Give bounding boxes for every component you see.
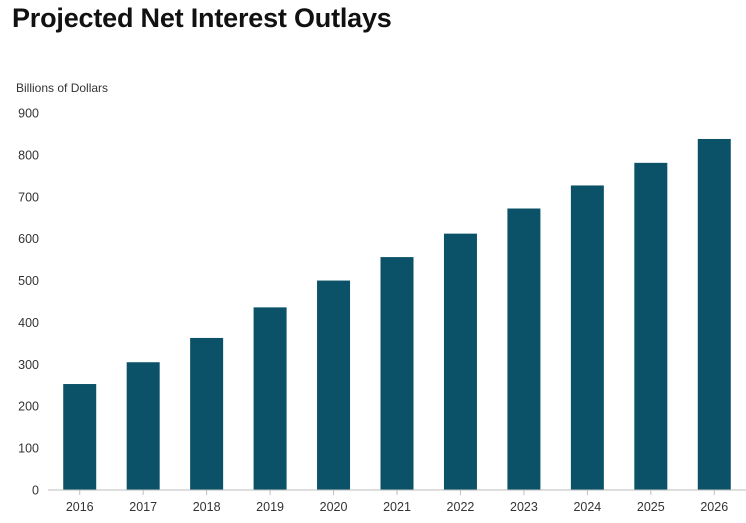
- bar-2016: [63, 384, 97, 490]
- y-tick-label: 400: [18, 316, 39, 330]
- y-tick-label: 800: [18, 148, 39, 162]
- x-tick-label: 2021: [383, 500, 411, 514]
- y-tick-label: 100: [18, 442, 39, 456]
- bar-2022: [443, 233, 477, 490]
- y-tick-label: 600: [18, 232, 39, 246]
- bar-2024: [570, 185, 604, 490]
- x-axis: 2016 2017 2018 2019 2020 2021 2022 2023 2024 2025…: [66, 490, 728, 514]
- bar-2017: [126, 362, 160, 490]
- x-tick-label: 2024: [573, 500, 601, 514]
- x-tick-label: 2017: [129, 500, 157, 514]
- bars: [63, 138, 731, 491]
- x-tick-label: 2018: [193, 500, 221, 514]
- bar-2018: [190, 337, 224, 490]
- y-tick-label: 900: [18, 107, 39, 121]
- x-tick-label: 2025: [637, 500, 665, 514]
- x-tick-label: 2016: [66, 500, 94, 514]
- bar-2025: [634, 162, 668, 490]
- bar-2021: [380, 257, 414, 490]
- y-tick-label: 0: [32, 484, 39, 498]
- y-axis-label: Billions of Dollars: [16, 81, 108, 95]
- x-tick-label: 2019: [256, 500, 284, 514]
- x-tick-label: 2026: [700, 500, 728, 514]
- y-tick-label: 300: [18, 358, 39, 372]
- y-tick-label: 700: [18, 190, 39, 204]
- y-tick-label: 500: [18, 274, 39, 288]
- x-tick-label: 2022: [447, 500, 475, 514]
- y-tick-label: 200: [18, 400, 39, 414]
- bar-2026: [697, 138, 731, 490]
- chart-title: Projected Net Interest Outlays: [12, 3, 392, 33]
- bar-2019: [253, 307, 287, 490]
- bar-2023: [507, 208, 541, 491]
- bar-2020: [317, 280, 351, 490]
- y-axis: 0 100 200 300 400 500 600 700 800 900: [18, 107, 39, 498]
- x-tick-label: 2023: [510, 500, 538, 514]
- x-tick-label: 2020: [320, 500, 348, 514]
